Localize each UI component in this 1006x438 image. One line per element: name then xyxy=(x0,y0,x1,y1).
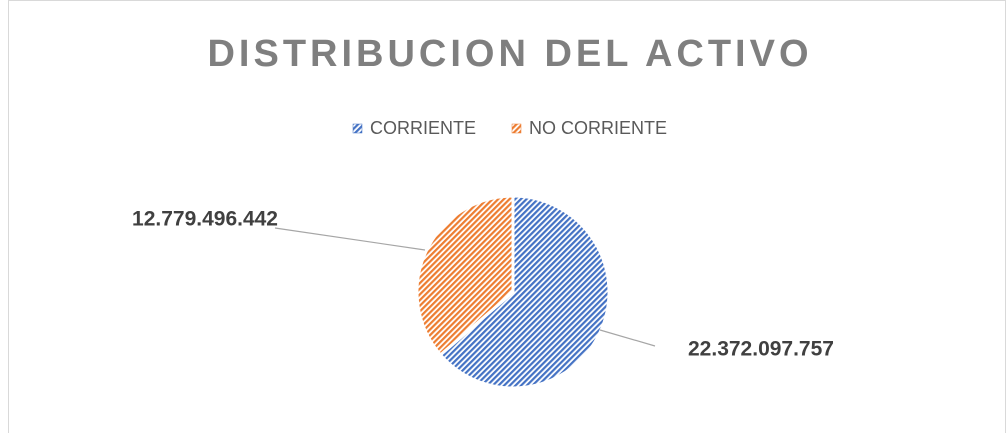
leader-line xyxy=(599,329,656,347)
legend-label: NO CORRIENTE xyxy=(529,118,667,138)
legend-swatch xyxy=(352,123,363,134)
data-label: 12.779.496.442 xyxy=(132,208,278,231)
pie: 22.372.097.757 12.779.496.442 xyxy=(132,194,834,390)
legend: CORRIENTE NO CORRIENTE xyxy=(352,118,667,138)
pie-slice xyxy=(438,194,611,390)
legend-swatch xyxy=(511,123,522,134)
data-label: 22.372.097.757 xyxy=(688,338,834,361)
pie-slice xyxy=(415,194,515,357)
chart-title: DISTRIBUCION DEL ACTIVO xyxy=(207,33,812,75)
legend-label: CORRIENTE xyxy=(370,118,476,138)
leader-line xyxy=(274,227,426,251)
